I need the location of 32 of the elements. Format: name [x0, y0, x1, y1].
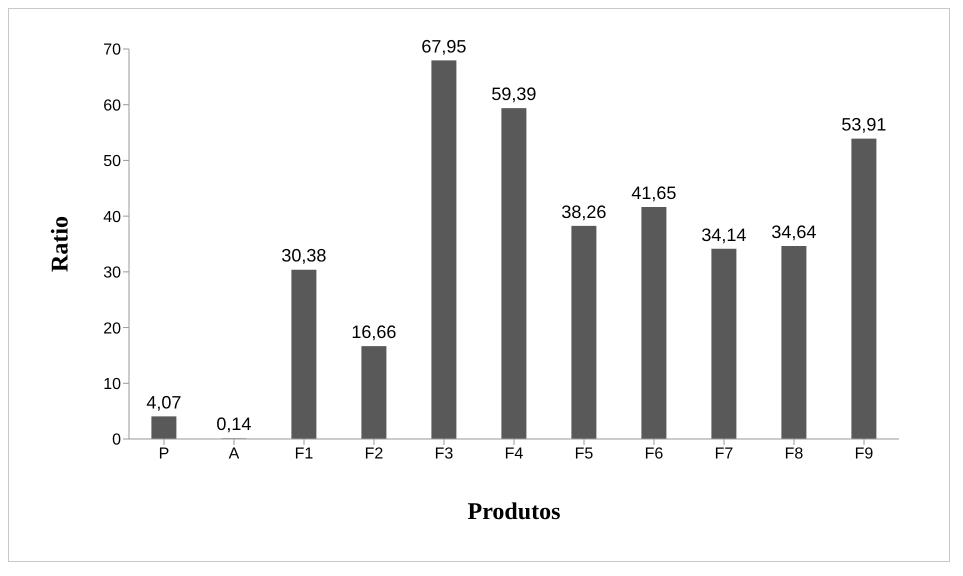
data-label: 41,65 [631, 182, 676, 203]
data-label: 16,66 [351, 322, 396, 342]
x-tick-label: F6 [644, 445, 664, 462]
data-label: 59,39 [491, 84, 536, 104]
data-label: 0,14 [216, 414, 252, 434]
y-tick-label: 40 [103, 208, 122, 226]
y-tick-label: 20 [103, 320, 122, 338]
y-tick-label: 30 [103, 264, 122, 282]
y-tick-label: 0 [112, 432, 122, 449]
x-tick-label: P [158, 445, 170, 462]
y-tick-label: 60 [103, 97, 122, 114]
y-tick-label: 10 [103, 376, 122, 393]
x-tick-label: F7 [714, 445, 734, 462]
data-label: 30,38 [281, 246, 326, 266]
x-tick-label: F1 [294, 445, 314, 462]
data-label: 34,64 [771, 222, 816, 242]
data-label: 53,91 [841, 114, 886, 135]
x-tick-label: F4 [504, 445, 524, 462]
data-label: 4,07 [146, 392, 182, 412]
y-tick-label: 70 [103, 42, 122, 59]
x-tick-label: F3 [434, 445, 454, 462]
x-tick-label: F5 [574, 445, 594, 462]
x-axis-title: Produtos [468, 499, 560, 525]
x-tick-label: F2 [364, 445, 384, 462]
data-label: 38,26 [561, 202, 606, 222]
data-label: 67,95 [421, 36, 466, 56]
y-axis-title: Ratio [48, 216, 74, 272]
data-label: 34,14 [701, 224, 746, 245]
x-tick-label: F9 [854, 445, 874, 462]
x-tick-label: F8 [784, 445, 804, 462]
y-tick-label: 50 [103, 153, 122, 170]
x-tick-label: A [228, 445, 240, 462]
